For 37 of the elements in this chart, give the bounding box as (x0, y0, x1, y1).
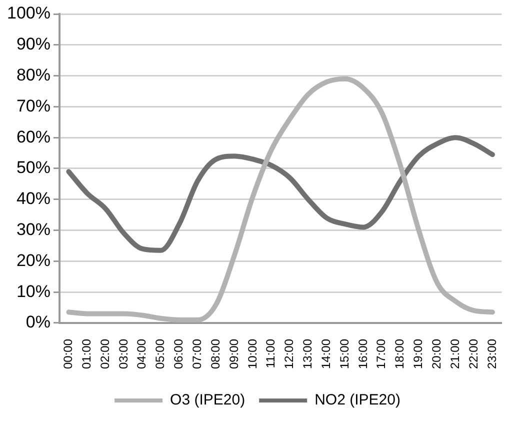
y-tick-label: 30% (16, 220, 50, 239)
y-tick-label: 70% (16, 96, 50, 116)
y-tick-label: 10% (16, 282, 50, 301)
x-tick-label: 23:00 (484, 338, 499, 369)
x-tick-label: 11:00 (264, 338, 278, 368)
y-tick-label: 100% (6, 4, 50, 23)
x-tick-label: 16:00 (356, 338, 370, 369)
y-tick-label: 40% (16, 189, 50, 208)
x-tick-label: 09:00 (226, 338, 241, 369)
x-tick-label: 02:00 (98, 338, 112, 369)
x-tick-label: 06:00 (172, 338, 186, 369)
y-tick-label: 20% (16, 250, 50, 270)
x-tick-label: 20:00 (430, 338, 444, 369)
x-tick-label: 21:00 (448, 338, 462, 369)
x-tick-label: 14:00 (318, 338, 333, 369)
x-tick-label: 18:00 (392, 338, 407, 369)
y-tick-label: 50% (16, 158, 50, 178)
y-tick-label: 0% (26, 312, 50, 332)
x-tick-label: 13:00 (300, 338, 315, 369)
x-tick-label: 10:00 (245, 338, 260, 369)
x-tick-label: 15:00 (337, 338, 352, 369)
x-tick-label: 07:00 (190, 338, 204, 369)
y-tick-label: 80% (16, 65, 50, 84)
x-tick-label: 04:00 (134, 338, 149, 369)
x-tick-label: 08:00 (208, 338, 222, 369)
x-tick-label: 05:00 (153, 338, 168, 369)
x-tick-label: 00:00 (61, 338, 76, 369)
x-tick-label: 03:00 (116, 338, 130, 369)
y-tick-label: 60% (16, 127, 50, 146)
x-tick-label: 19:00 (411, 338, 426, 369)
x-tick-label: 12:00 (282, 338, 296, 369)
x-tick-label: 22:00 (466, 338, 480, 369)
legend-label: O3 (IPE20) (170, 392, 246, 409)
legend-label: NO2 (IPE20) (314, 392, 400, 409)
x-tick-label: 01:00 (79, 338, 94, 369)
y-tick-label: 90% (16, 34, 50, 54)
x-tick-label: 17:00 (374, 338, 388, 369)
